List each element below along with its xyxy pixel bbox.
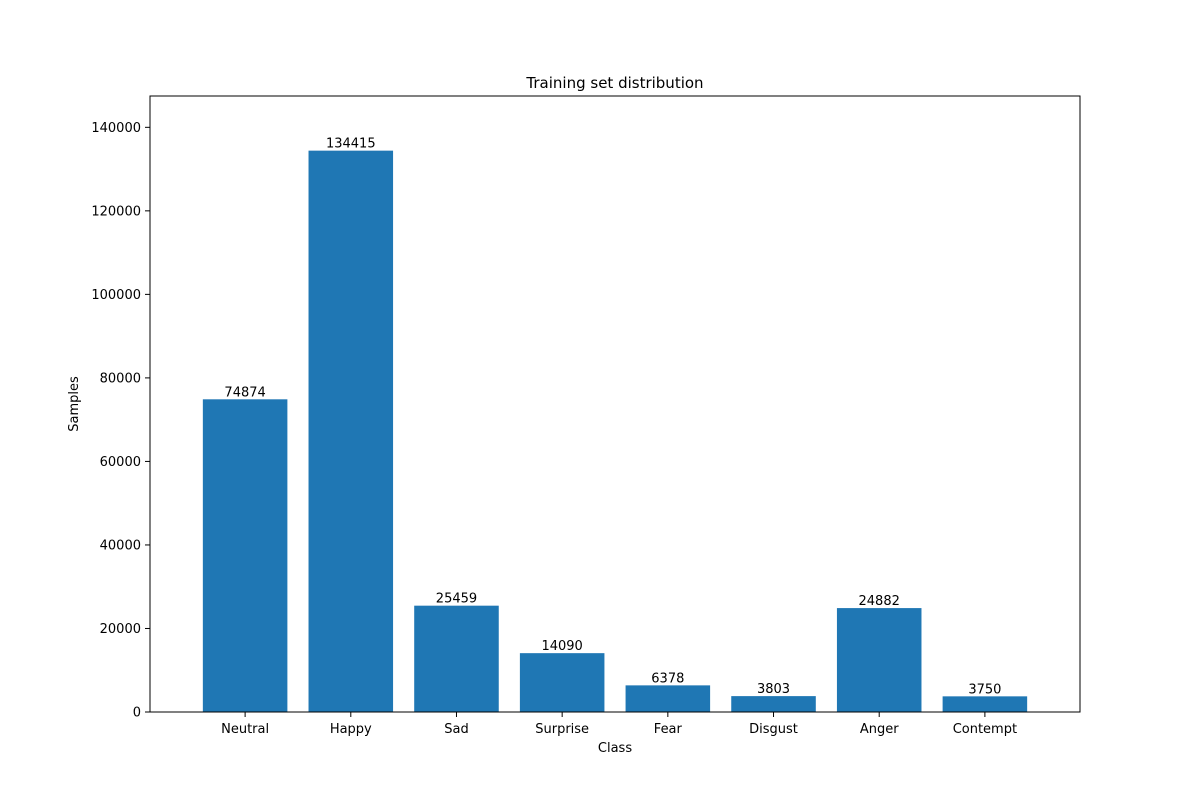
data-label-neutral: 74874	[224, 385, 265, 400]
y-tick-label: 60000	[100, 455, 141, 470]
x-tick-label-neutral: Neutral	[221, 722, 269, 737]
bar-sad	[414, 605, 499, 712]
y-tick-label: 0	[133, 706, 141, 721]
data-label-surprise: 14090	[541, 639, 582, 654]
y-axis-label: Samples	[67, 376, 82, 432]
x-tick-label-sad: Sad	[444, 722, 468, 737]
data-label-sad: 25459	[436, 592, 477, 607]
bar-surprise	[519, 653, 605, 712]
y-tick-label: 140000	[91, 121, 141, 136]
data-label-happy: 134415	[326, 137, 376, 152]
bars-layer	[202, 150, 1028, 713]
plot-frame	[149, 95, 1081, 713]
bar-anger	[836, 608, 922, 712]
bar-contempt	[942, 696, 1028, 712]
data-label-fear: 6378	[651, 671, 684, 686]
x-tick-label-surprise: Surprise	[535, 722, 589, 737]
data-label-anger: 24882	[859, 594, 900, 609]
chart-title: Training set distribution	[525, 74, 703, 92]
bar-fear	[625, 685, 711, 712]
x-tick-label-fear: Fear	[654, 722, 683, 737]
x-tick-label-anger: Anger	[860, 722, 899, 737]
bar-happy	[308, 150, 394, 713]
y-tick-label: 100000	[91, 288, 141, 303]
x-tick-label-happy: Happy	[330, 722, 372, 737]
bar-disgust	[731, 696, 816, 712]
data-label-disgust: 3803	[757, 682, 790, 697]
data-labels-layer: 74874 134415 25459 14090 6378 3803 24882 3750	[224, 137, 1001, 698]
y-tick-label: 20000	[100, 622, 141, 637]
y-tick-label: 120000	[91, 204, 141, 219]
data-label-contempt: 3750	[968, 682, 1001, 697]
bar-neutral	[202, 399, 288, 712]
x-tick-label-contempt: Contempt	[953, 722, 1017, 737]
y-axis: 0 20000 40000 60000 80000 100000 120000 140000	[91, 121, 150, 721]
y-tick-label: 80000	[100, 371, 141, 386]
x-axis-label: Class	[598, 741, 632, 756]
x-axis: Neutral Happy Sad Surprise Fear Disgust Anger C…	[221, 712, 1017, 737]
y-tick-label: 40000	[100, 538, 141, 553]
x-tick-label-disgust: Disgust	[749, 722, 798, 737]
